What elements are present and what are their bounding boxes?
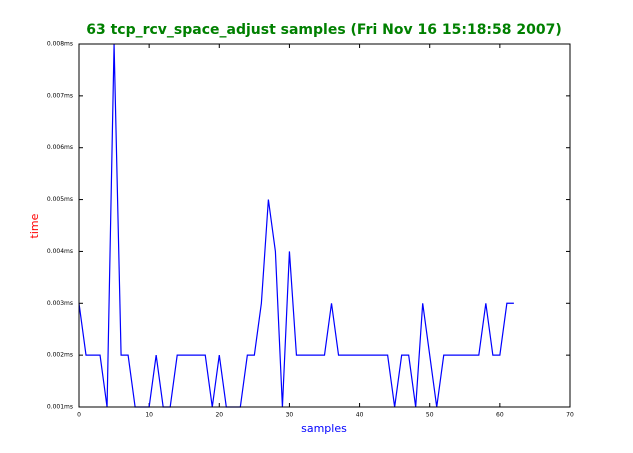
y-tick-label: 0.007ms	[47, 92, 73, 99]
x-tick-label: 0	[77, 412, 81, 419]
y-tick-label: 0.006ms	[47, 144, 73, 151]
x-tick-label: 40	[356, 412, 364, 419]
chart-title: 63 tcp_rcv_space_adjust samples (Fri Nov…	[86, 22, 562, 38]
x-tick-label: 50	[426, 412, 434, 419]
y-tick-label: 0.004ms	[47, 248, 73, 255]
y-tick-label: 0.008ms	[47, 41, 73, 48]
x-tick-label: 60	[496, 412, 504, 419]
y-tick-label: 0.002ms	[47, 352, 73, 359]
x-axis-label: samples	[301, 422, 347, 435]
x-tick-label: 10	[145, 412, 153, 419]
data-line	[78, 43, 514, 408]
y-tick-label: 0.001ms	[47, 404, 73, 411]
x-tick-label: 30	[286, 412, 294, 419]
y-axis-label: time	[28, 213, 41, 238]
x-tick-label: 70	[566, 412, 574, 419]
x-tick-label: 20	[215, 412, 223, 419]
plot-frame	[78, 43, 571, 408]
y-tick-label: 0.005ms	[47, 196, 73, 203]
y-tick-label: 0.003ms	[47, 300, 73, 307]
